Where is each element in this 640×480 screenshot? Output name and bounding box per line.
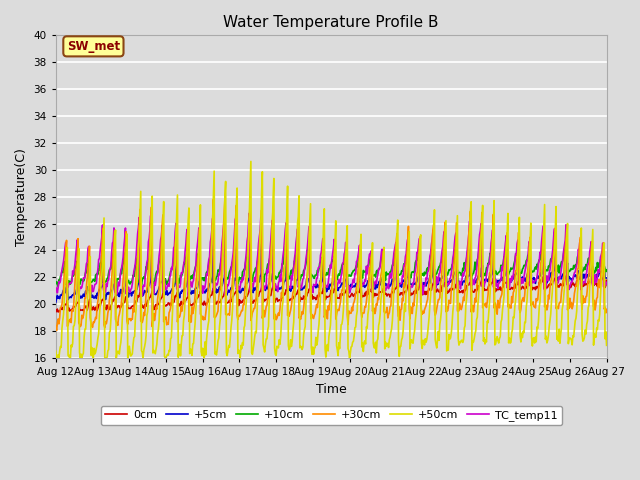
+30cm (197, 312, 205, 318)
TC_temp11 (197, 287, 205, 293)
+30cm (324, 303, 332, 309)
0cm (197, 300, 205, 306)
Line: 0cm: 0cm (56, 275, 607, 312)
+50cm (197, 348, 205, 354)
+50cm (378, 290, 385, 296)
Line: +10cm: +10cm (56, 239, 607, 288)
Line: TC_temp11: TC_temp11 (56, 213, 607, 296)
0cm (52, 309, 60, 315)
TC_temp11 (246, 210, 253, 216)
+50cm (52, 348, 60, 354)
+5cm (564, 260, 572, 266)
+5cm (552, 262, 560, 268)
+50cm (324, 348, 332, 354)
TC_temp11 (554, 280, 561, 286)
+5cm (52, 300, 60, 305)
+10cm (489, 236, 497, 242)
X-axis label: Time: Time (316, 383, 347, 396)
+5cm (603, 275, 611, 281)
+50cm (432, 342, 440, 348)
+10cm (377, 257, 385, 263)
+30cm (52, 323, 60, 329)
+30cm (603, 306, 611, 312)
+10cm (52, 281, 60, 287)
+5cm (173, 279, 180, 285)
+30cm (173, 319, 181, 325)
Line: +50cm: +50cm (56, 161, 607, 358)
+30cm (209, 196, 217, 202)
TC_temp11 (378, 247, 385, 252)
+10cm (324, 271, 332, 277)
+5cm (376, 282, 384, 288)
+50cm (554, 334, 561, 339)
0cm (541, 272, 548, 278)
+10cm (113, 285, 120, 290)
+30cm (432, 310, 440, 316)
+50cm (603, 342, 611, 348)
Line: +5cm: +5cm (56, 263, 607, 302)
+30cm (378, 269, 385, 275)
TC_temp11 (603, 279, 611, 285)
+5cm (196, 276, 204, 282)
+30cm (554, 304, 561, 310)
0cm (54, 309, 62, 315)
+10cm (173, 276, 181, 282)
Text: SW_met: SW_met (67, 40, 120, 53)
0cm (431, 288, 439, 294)
0cm (554, 282, 561, 288)
0cm (603, 277, 611, 283)
TC_temp11 (432, 285, 440, 291)
Line: +30cm: +30cm (56, 199, 607, 331)
+10cm (603, 267, 611, 273)
+50cm (247, 158, 255, 164)
Title: Water Temperature Profile B: Water Temperature Profile B (223, 15, 439, 30)
TC_temp11 (138, 293, 146, 299)
+30cm (52, 328, 60, 334)
0cm (377, 289, 385, 295)
TC_temp11 (52, 287, 60, 292)
+5cm (431, 266, 438, 272)
+10cm (554, 268, 561, 274)
0cm (173, 289, 181, 295)
Legend: 0cm, +5cm, +10cm, +30cm, +50cm, TC_temp11: 0cm, +5cm, +10cm, +30cm, +50cm, TC_temp1… (100, 406, 562, 425)
+50cm (173, 192, 181, 198)
+10cm (431, 273, 439, 278)
+5cm (323, 289, 330, 295)
+10cm (197, 276, 205, 282)
TC_temp11 (324, 280, 332, 286)
TC_temp11 (173, 285, 181, 291)
Y-axis label: Temperature(C): Temperature(C) (15, 148, 28, 246)
0cm (324, 294, 332, 300)
+50cm (52, 355, 60, 361)
